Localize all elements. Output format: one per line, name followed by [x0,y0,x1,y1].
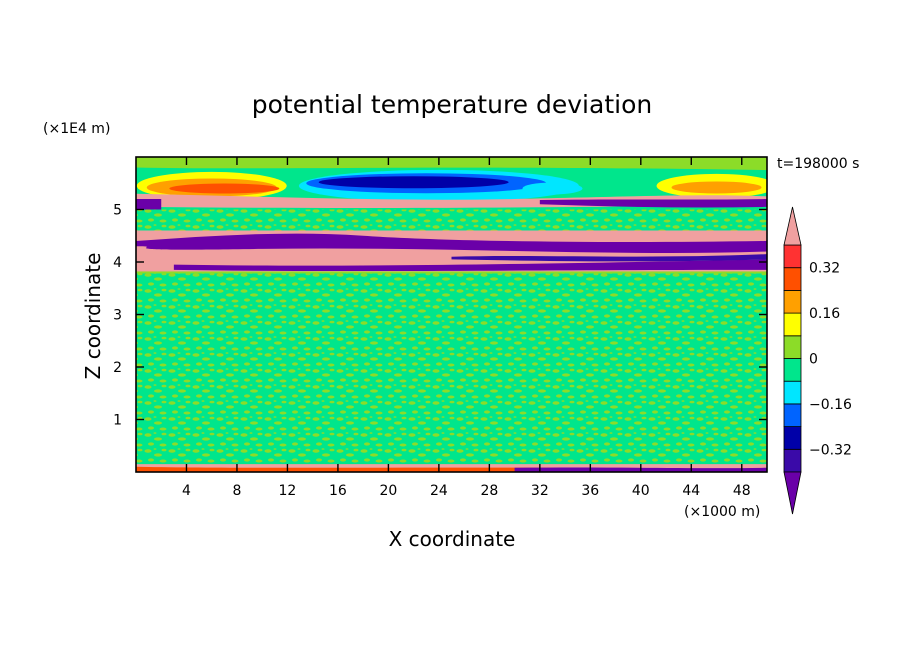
x-tick-label: 16 [329,483,347,499]
x-tick-label: 12 [279,483,297,499]
y-axis-label: Z coordinate [81,253,105,380]
x-axis-label: X coordinate [389,527,516,551]
time-label: t=198000 s [777,156,859,172]
colorbar-label: −0.32 [809,442,852,458]
cold-lens-core [318,176,509,189]
x-tick-label: 8 [232,483,241,499]
y-tick-label: 3 [113,308,122,324]
colorbar-box [783,244,802,269]
x-tick-label: 24 [430,483,448,499]
warm-lens-left-peak [169,183,280,194]
x-tick-label: 40 [632,483,650,499]
colorbar-box [783,358,802,382]
colorbar-box [783,403,802,427]
indigo-streak [451,254,767,262]
colorbar-box [783,312,802,337]
chart-title: potential temperature deviation [252,90,652,119]
y-tick-label: 5 [113,203,122,219]
x-unit-label: (×1000 m) [684,504,760,520]
mid-upper-zone [136,209,767,231]
purple-band-a [136,233,767,253]
colorbar-bottom-triangle [783,471,802,515]
x-axis: 4 8 12 16 20 24 28 32 36 40 44 48 [182,157,751,499]
y-unit-label: (×1E4 m) [43,121,110,137]
x-tick-label: 20 [379,483,397,499]
heatmap-field [136,157,767,472]
y-tick-label: 4 [113,255,122,271]
colorbar-box [783,380,802,405]
colorbar-label: 0.16 [809,306,840,322]
top-green-band [136,157,767,171]
colorbar-label: 0.32 [809,261,840,277]
colorbar-box [783,289,802,314]
colorbar: 0.32 0.16 0 −0.16 −0.32 [783,206,852,515]
colorbar-label: 0 [809,352,818,368]
colorbar-label: −0.16 [809,397,852,413]
colorbar-box [783,267,802,291]
y-tick-label: 2 [113,360,122,376]
purple-band-b [173,259,767,272]
colorbar-box [783,335,802,359]
colorbar-box [783,426,802,450]
purple-edge-left [136,199,162,210]
purple-band-upper [539,199,767,208]
colorbar-box [783,448,802,473]
x-tick-label: 28 [480,483,498,499]
x-tick-label: 32 [531,483,549,499]
cold-patch [522,182,583,195]
x-tick-label: 48 [733,483,751,499]
warm-lens-right-core [671,181,762,194]
y-tick-label: 1 [113,413,122,429]
x-tick-label: 4 [182,483,191,499]
x-tick-label: 44 [682,483,700,499]
x-tick-label: 36 [581,483,599,499]
colorbar-top-triangle [783,206,802,246]
y-axis: 1 2 3 4 5 [113,203,767,429]
transition-line [136,271,767,274]
